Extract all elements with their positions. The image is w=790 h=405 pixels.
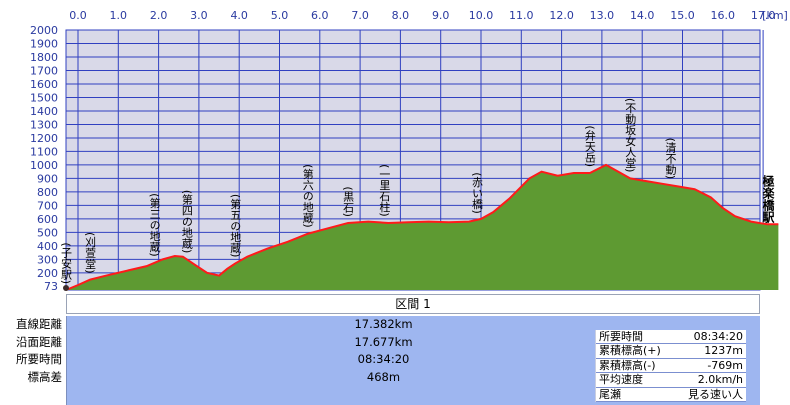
- x-unit-label: [km]: [762, 9, 788, 22]
- start-marker: [63, 285, 69, 291]
- section-header: 区間 1: [66, 294, 760, 314]
- summary-row-speed: 平均速度 2.0km/h: [596, 373, 746, 388]
- y-tick-label: 1700: [30, 64, 58, 77]
- y-tick-label: 1400: [30, 105, 58, 118]
- summary-label: 尾瀬: [599, 387, 621, 401]
- summary-label: 累積標高(+): [599, 344, 661, 358]
- x-tick-label: 13.0: [590, 9, 615, 22]
- waypoint-label: (第四の地蔵): [180, 190, 193, 254]
- x-tick-label: 9.0: [432, 9, 450, 22]
- x-tick-label: 14.0: [630, 9, 655, 22]
- y-tick-label: 1100: [30, 145, 58, 158]
- stat-label-surface-distance: 沿面距離: [16, 334, 62, 349]
- x-tick-label: 7.0: [351, 9, 369, 22]
- x-tick-label: 16.0: [711, 9, 736, 22]
- x-tick-label: 11.0: [509, 9, 534, 22]
- stat-label-elevation-diff: 標高差: [27, 369, 63, 384]
- waypoint-label: (刈萱堂): [84, 232, 97, 274]
- summary-value: 1237m: [704, 344, 743, 358]
- y-tick-label: 300: [37, 253, 58, 266]
- waypoint-label: (赤い橋): [471, 172, 484, 214]
- y-tick-label: 1000: [30, 159, 58, 172]
- summary-value: -769m: [707, 358, 743, 372]
- x-tick-label: 4.0: [230, 9, 248, 22]
- stat-label-straight-distance: 直線距離: [16, 317, 62, 331]
- elevation-line: [65, 163, 779, 291]
- summary-row-duration: 所要時間 08:34:20: [596, 330, 746, 345]
- y-tick-label: 900: [37, 172, 58, 185]
- x-tick-label: 6.0: [311, 9, 329, 22]
- y-tick-label: 200: [37, 267, 58, 280]
- summary-value: 見る速い人: [688, 387, 743, 401]
- waypoint-label: (不動坂女人堂): [624, 98, 637, 173]
- end-station-label: 極楽橋駅: [761, 174, 775, 224]
- summary-row-ascent: 累積標高(+) 1237m: [596, 344, 746, 359]
- stat-value-surface-distance: 17.677km: [354, 334, 413, 349]
- y-tick-label: 1300: [30, 118, 58, 131]
- y-tick-label: 1500: [30, 91, 58, 104]
- summary-label: 所要時間: [599, 330, 643, 343]
- stat-value-straight-distance: 17.382km: [354, 317, 413, 331]
- x-tick-label: 17.0: [751, 9, 776, 22]
- y-axis: 2003004005006007008009001000110012001300…: [30, 24, 58, 293]
- waypoint-label: (清不動): [664, 138, 677, 180]
- x-tick-label: 10.0: [469, 9, 494, 22]
- x-tick-label: 8.0: [392, 9, 410, 22]
- x-tick-label: 0.0: [69, 9, 87, 22]
- summary-panel: 所要時間 08:34:20 累積標高(+) 1237m 累積標高(-) -769…: [595, 330, 746, 402]
- y-tick-label: 1900: [30, 37, 58, 50]
- waypoint-label: (弁天岳): [583, 125, 596, 167]
- stat-value-duration: 08:34:20: [357, 352, 410, 366]
- waypoint-label: (第五の地蔵): [229, 194, 242, 258]
- y-tick-label: 400: [37, 240, 58, 253]
- x-tick-label: 1.0: [110, 9, 128, 22]
- waypoint-label: (第六の地蔵): [301, 164, 314, 228]
- section-title: 区間 1: [395, 297, 431, 311]
- y-tick-label: 1200: [30, 132, 58, 145]
- stat-label-duration: 所要時間: [16, 352, 62, 366]
- stat-labels: 直線距離 沿面距離 所要時間 標高差: [0, 316, 62, 386]
- stat-value-elevation-diff: 468m: [366, 369, 401, 384]
- elevation-chart: 0.0 1.0 2.0 3.0 4.0 5.0 6.0 7.0 8.0 9.0 10.0 11.0 12…: [30, 9, 788, 293]
- summary-value: 2.0km/h: [697, 373, 743, 387]
- summary-value: 08:34:20: [693, 330, 743, 343]
- waypoint-label: (黒石): [342, 186, 355, 217]
- y-tick-label: 500: [37, 226, 58, 239]
- y-tick-label-min: 73: [44, 280, 58, 293]
- y-tick-label: 1800: [30, 51, 58, 64]
- waypoint-label: (一里石柱): [378, 164, 391, 217]
- x-tick-label: 12.0: [549, 9, 574, 22]
- y-tick-label: 800: [37, 186, 58, 199]
- x-tick-label: 15.0: [670, 9, 695, 22]
- elevation-area: [63, 163, 779, 291]
- summary-label: 累積標高(-): [599, 358, 656, 372]
- waypoint-label: (第三の地蔵): [148, 193, 161, 257]
- summary-label: 平均速度: [599, 373, 643, 387]
- summary-row-descent: 累積標高(-) -769m: [596, 358, 746, 374]
- x-axis: 0.0 1.0 2.0 3.0 4.0 5.0 6.0 7.0 8.0 9.0 10.0 11.0 12…: [69, 9, 788, 22]
- x-tick-label: 3.0: [190, 9, 208, 22]
- y-tick-label: 600: [37, 213, 58, 226]
- x-tick-label: 2.0: [150, 9, 168, 22]
- waypoint-labels: (子安駅) (刈萱堂) (第三の地蔵) (第四の地蔵) (第五の地蔵) (第六の地蔵) (黒…: [60, 98, 776, 284]
- y-tick-label: 700: [37, 199, 58, 212]
- summary-row-extra: 尾瀬 見る速い人: [596, 388, 746, 402]
- x-tick-label: 5.0: [271, 9, 289, 22]
- y-tick-label: 2000: [30, 24, 58, 37]
- waypoint-label: (子安駅): [60, 242, 73, 284]
- y-tick-label: 1600: [30, 78, 58, 91]
